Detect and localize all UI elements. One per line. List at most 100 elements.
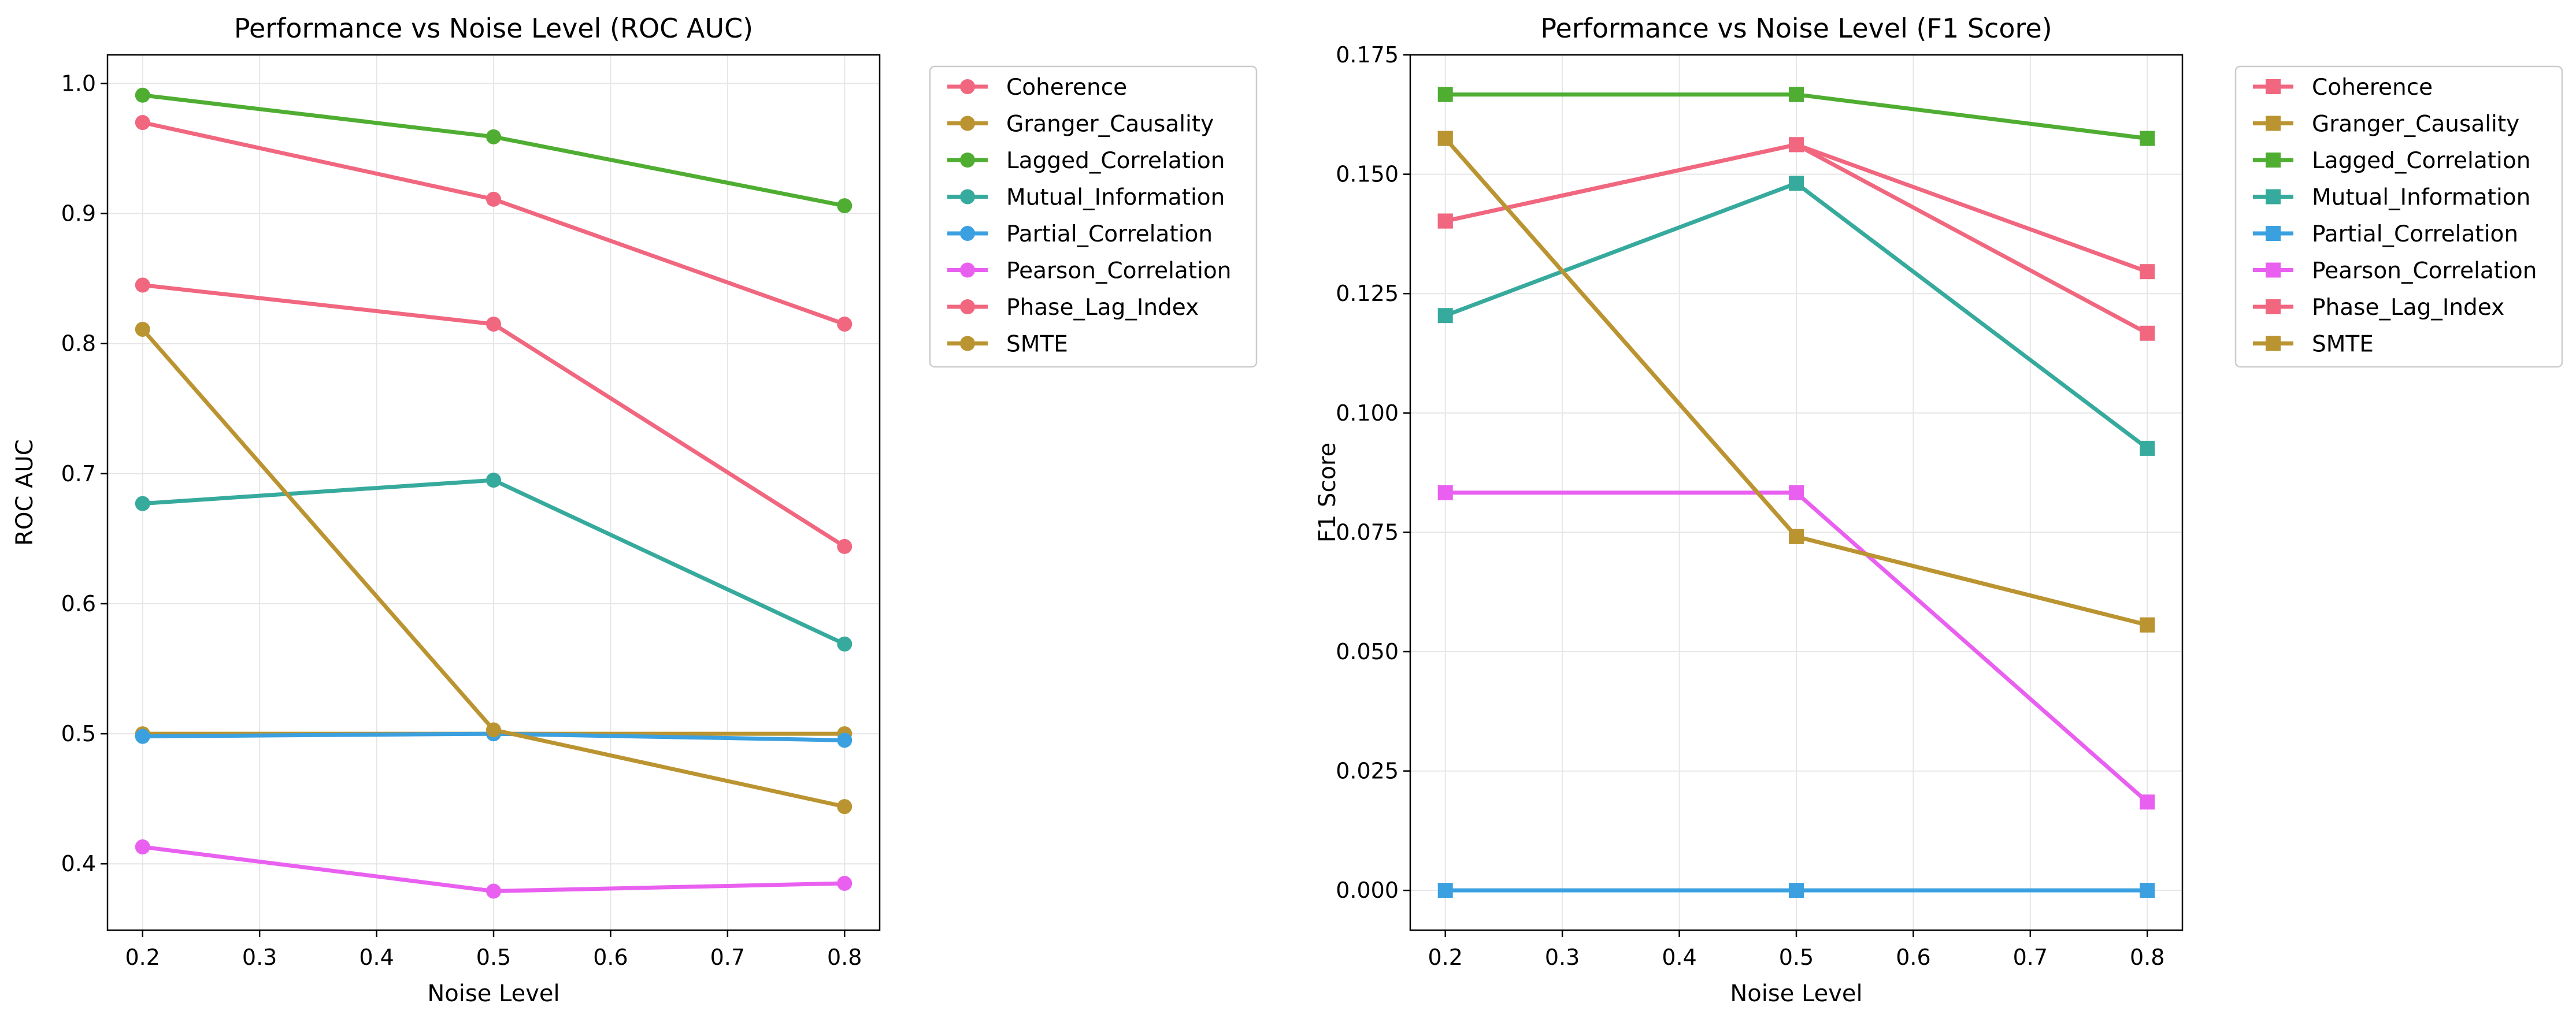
f1-score-plot-frame [1409,54,2184,931]
f1-score-legend-label-phase-lag-index: Phase_Lag_Index [2312,295,2504,321]
f1-score-point-pearson-correlation [1789,485,1804,500]
roc-auc-point-lagged-correlation [486,129,501,144]
f1-score-legend-label-lagged-correlation: Lagged_Correlation [2312,148,2530,174]
roc-auc-point-partial-correlation [837,733,853,748]
f1-score-point-partial-correlation [2140,883,2155,898]
roc-auc-legend-box [929,65,1258,368]
roc-auc-legend-marker-phase-lag-index [960,299,975,314]
f1-score-point-mutual-information [1789,176,1804,191]
roc-auc-x-axis-label: Noise Level [427,980,559,1007]
roc-auc-point-phase-lag-index [837,538,853,554]
roc-auc-legend-label-coherence: Coherence [1006,75,1127,101]
f1-score-point-mutual-information [1437,308,1453,324]
roc-auc-grid [108,55,880,930]
roc-auc-x-tick-label: 0.3 [242,945,277,970]
f1-score-chart-title: Performance vs Noise Level (F1 Score) [1540,13,2052,44]
roc-auc-point-coherence [837,316,853,332]
roc-auc-point-mutual-information [837,636,853,652]
roc-auc-x-tick-label: 0.6 [593,945,628,970]
roc-auc-legend-label-lagged-correlation: Lagged_Correlation [1006,148,1225,174]
roc-auc-legend-marker-partial-correlation [960,226,975,241]
roc-auc-point-lagged-correlation [135,87,150,103]
f1-score-legend-label-pearson-correlation: Pearson_Correlation [2312,258,2537,284]
f1-score-y-tick-label: 0.075 [1336,519,1399,545]
f1-score-point-mutual-information [2140,440,2155,456]
f1-score-legend-label-smte: SMTE [2312,332,2374,358]
roc-auc-legend-marker-smte [960,336,975,351]
roc-auc-point-phase-lag-index [486,316,501,332]
roc-auc-ticks: 0.2 0.3 0.4 0.5 0.6 0.7 0.8 0.4 0.5 0.6 0.7 0.8 0.9 1… [61,71,862,970]
f1-score-legend-marker-coherence [2266,79,2281,94]
roc-auc-point-mutual-information [135,496,150,511]
roc-auc-y-tick-label: 1.0 [61,71,96,96]
roc-auc-legend-marker-mutual-information [960,189,975,205]
roc-auc-point-phase-lag-index [135,277,150,293]
roc-auc-legend-marker-lagged-correlation [960,153,975,168]
f1-score-point-lagged-correlation [2140,131,2155,146]
f1-score-point-lagged-correlation [1789,87,1804,102]
roc-auc-legend-label-pearson-correlation: Pearson_Correlation [1006,258,1232,284]
roc-auc-y-tick-label: 0.6 [61,591,96,616]
roc-auc-legend-label-smte: SMTE [1006,332,1068,358]
f1-score-x-tick-label: 0.3 [1545,945,1580,970]
f1-score-point-smte [1789,529,1804,544]
f1-score-point-pearson-correlation [2140,794,2155,810]
roc-auc-y-tick-label: 0.8 [61,331,96,356]
roc-auc-panel: 0.2 0.3 0.4 0.5 0.6 0.7 0.8 0.4 0.5 0.6 0.7 0.8 0.9 1… [12,13,1258,1007]
roc-auc-legend-label-mutual-information: Mutual_Information [1006,185,1225,211]
roc-auc-x-tick-label: 0.2 [125,945,160,970]
f1-score-markers [1437,87,2155,898]
f1-score-x-tick-label: 0.5 [1779,945,1814,970]
roc-auc-legend-marker-granger-causality [960,116,975,131]
f1-score-legend-marker-smte [2266,336,2281,351]
roc-auc-point-pearson-correlation [486,883,501,899]
f1-score-legend-label-partial-correlation: Partial_Correlation [2312,221,2518,247]
f1-score-panel: 0.2 0.3 0.4 0.5 0.6 0.7 0.8 0.000 0.025 0.050 0.07… [1314,13,2563,1007]
f1-score-point-phase-lag-index [1437,213,1453,229]
f1-score-legend: Coherence Granger_Causality Lagged_Correla… [2234,65,2563,368]
roc-auc-point-smte [837,799,853,815]
f1-score-y-tick-label: 0.050 [1336,639,1399,664]
roc-auc-y-tick-label: 0.9 [61,201,96,226]
f1-score-legend-label-mutual-information: Mutual_Information [2312,185,2530,211]
roc-auc-point-partial-correlation [135,729,150,744]
roc-auc-y-axis-label: ROC AUC [12,439,38,546]
f1-score-y-tick-label: 0.000 [1336,878,1399,903]
roc-auc-point-smte [135,321,150,337]
roc-auc-x-tick-label: 0.8 [827,945,862,970]
roc-auc-point-smte [486,722,501,738]
f1-score-y-tick-label: 0.125 [1336,281,1399,306]
roc-auc-point-coherence [135,115,150,131]
f1-score-point-partial-correlation [1789,883,1804,898]
f1-score-point-phase-lag-index [2140,325,2155,341]
f1-score-x-tick-label: 0.8 [2130,945,2164,970]
f1-score-legend-label-granger-causality: Granger_Causality [2312,112,2519,137]
f1-score-y-tick-label: 0.150 [1336,162,1399,187]
roc-auc-point-pearson-correlation [135,839,150,854]
f1-score-y-axis-label: F1 Score [1314,443,1341,542]
f1-score-legend-marker-partial-correlation [2266,226,2281,241]
roc-auc-point-coherence [486,191,501,207]
roc-auc-legend: Coherence Granger_Causality Lagged_Correla… [929,65,1258,368]
f1-score-point-phase-lag-index [1789,137,1804,153]
f1-score-point-lagged-correlation [1437,87,1453,102]
roc-auc-chart-title: Performance vs Noise Level (ROC AUC) [234,13,753,44]
f1-score-ticks: 0.2 0.3 0.4 0.5 0.6 0.7 0.8 0.000 0.025 0.050 0.07… [1336,42,2164,970]
f1-score-y-tick-label: 0.025 [1336,759,1399,784]
roc-auc-x-tick-label: 0.4 [359,945,394,970]
roc-auc-point-lagged-correlation [837,198,853,214]
roc-auc-x-tick-label: 0.7 [710,945,745,970]
roc-auc-y-tick-label: 0.5 [61,721,96,746]
roc-auc-x-tick-label: 0.5 [476,945,511,970]
f1-score-legend-marker-phase-lag-index [2266,299,2281,314]
f1-score-point-pearson-correlation [1437,485,1453,500]
f1-score-x-tick-label: 0.7 [2013,945,2048,970]
roc-auc-point-mutual-information [486,473,501,488]
roc-auc-plot-frame [106,54,881,931]
roc-auc-y-tick-label: 0.7 [61,461,96,486]
f1-score-point-partial-correlation [1437,883,1453,898]
f1-score-point-coherence [2140,264,2155,280]
f1-score-legend-label-coherence: Coherence [2312,75,2433,101]
